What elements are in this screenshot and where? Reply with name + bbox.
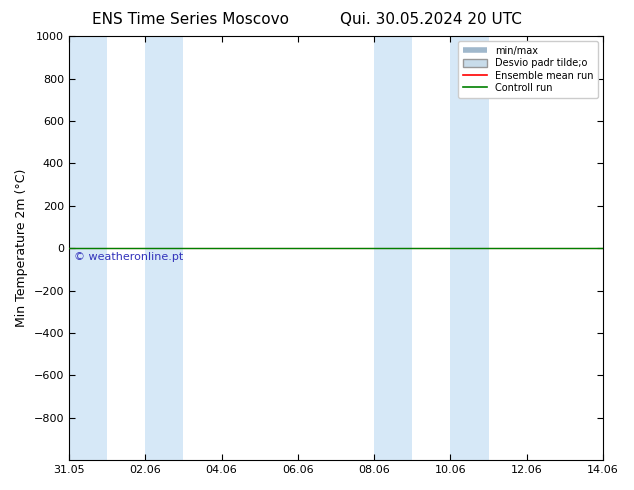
Text: © weatheronline.pt: © weatheronline.pt: [74, 252, 183, 262]
Text: Qui. 30.05.2024 20 UTC: Qui. 30.05.2024 20 UTC: [340, 12, 522, 27]
Bar: [451, 36, 489, 460]
Bar: [374, 36, 412, 460]
Y-axis label: Min Temperature 2m (°C): Min Temperature 2m (°C): [15, 169, 28, 327]
Text: ENS Time Series Moscovo: ENS Time Series Moscovo: [92, 12, 288, 27]
Legend: min/max, Desvio padr tilde;o, Ensemble mean run, Controll run: min/max, Desvio padr tilde;o, Ensemble m…: [458, 41, 598, 98]
Bar: [145, 36, 183, 460]
Bar: [69, 36, 107, 460]
Bar: [603, 36, 634, 460]
